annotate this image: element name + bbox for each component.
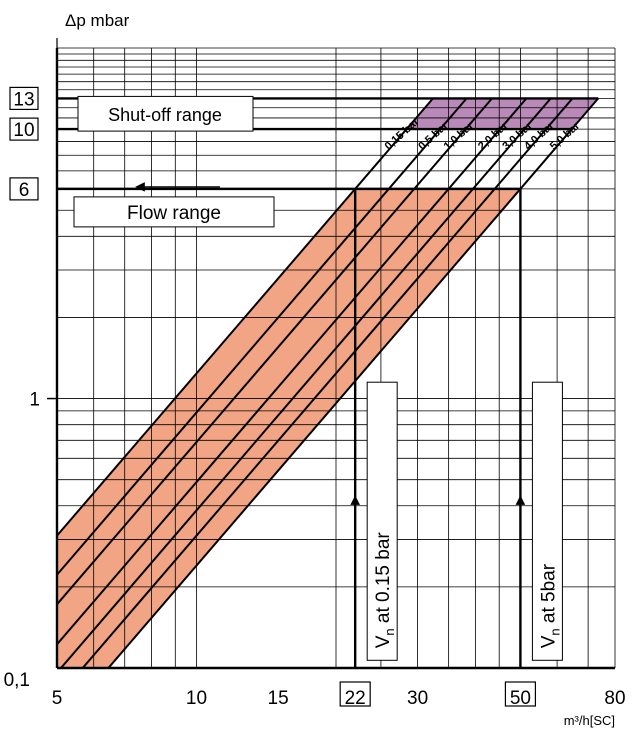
flow-label: Flow range (127, 203, 221, 224)
flow-label-box (73, 196, 275, 228)
series-line (81, 97, 574, 668)
y-axis-label: Δp mbar (65, 11, 130, 30)
series-line (57, 97, 528, 645)
x-tick-label: 80 (604, 688, 625, 709)
axes (47, 38, 615, 670)
y-tick-label: 10 (13, 120, 34, 141)
y-tick-label: 0,1 (4, 670, 30, 691)
vn-label: Vn at 5bar (538, 563, 562, 648)
series-line (57, 97, 468, 576)
shutoff-label: Shut-off range (108, 105, 222, 125)
vn-label-box (531, 381, 563, 661)
vn-label-box (366, 381, 398, 661)
annotations: Shut-off range Flow range Vn at 0.15 bar Vn… (73, 95, 563, 661)
y-tick-box (9, 177, 39, 201)
y-tick-label: 6 (19, 180, 30, 201)
series-line (59, 97, 552, 668)
series-lines (57, 97, 599, 668)
x-tick-label: 5 (52, 688, 63, 709)
x-tick-label: 30 (407, 688, 428, 709)
series-line (107, 97, 599, 668)
series-label: 0,15 bar (383, 115, 422, 152)
vn-label: Vn at 0.15 bar (373, 532, 397, 649)
x-tick-label: 10 (186, 688, 207, 709)
x-tick-box (504, 681, 537, 707)
x-tick-label: 50 (510, 688, 531, 709)
shutoff-label-box (77, 95, 254, 132)
y-tick-box (9, 86, 39, 111)
series-line (57, 97, 434, 537)
y-tick-box (9, 117, 39, 141)
x-tick-label: 22 (345, 688, 366, 709)
x-tick-box (339, 681, 371, 707)
x-tick-label: 15 (268, 688, 289, 709)
shutoff-range-band (406, 98, 599, 130)
y-tick-label: 1 (29, 390, 40, 411)
y-tick-label: 13 (13, 89, 34, 110)
tick-labels: 5 10 15 22 30 50 80 0,1 1 6 10 13 (4, 86, 626, 709)
x-axis-label: m³/h[SC] (564, 713, 615, 728)
series-line (57, 97, 493, 605)
